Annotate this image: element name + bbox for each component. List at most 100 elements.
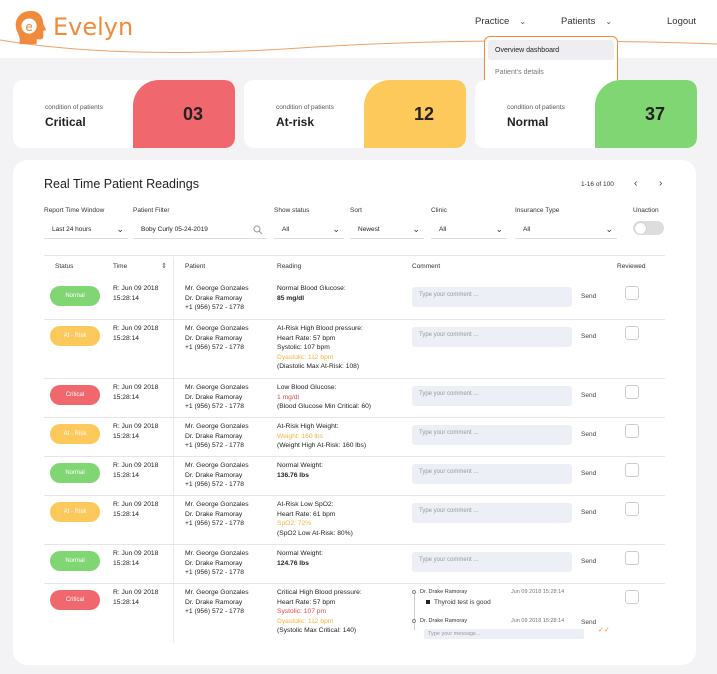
reading-details: At-Risk High Weight: Weight: 160 lbs (Weig… <box>277 422 366 451</box>
thread-time: Jun 09 2018 15:28:14 <box>511 618 565 624</box>
send-button[interactable]: Send <box>581 619 597 626</box>
patient-info: Mr. George Gonzales Dr. Drake Ramoray +1 (… <box>185 284 249 313</box>
patient-name[interactable]: Mr. George Gonzales <box>185 325 249 332</box>
send-button[interactable]: Send <box>581 558 597 565</box>
summary-card-critical[interactable]: condition of patients Critical 03 <box>13 80 235 148</box>
reading-line: SpO2: 72% <box>277 520 312 527</box>
comment-input[interactable]: Type your comment ... <box>412 425 572 445</box>
summary-card-normal[interactable]: condition of patients Normal 37 <box>475 80 697 148</box>
logout-link[interactable]: Logout <box>667 16 696 27</box>
table-top-border <box>44 255 665 256</box>
thread-reply-input[interactable]: Type your message... <box>424 629 584 639</box>
row-divider <box>44 495 665 496</box>
column-divider <box>173 257 174 643</box>
column-header-time[interactable]: Time ⇕ <box>113 263 167 270</box>
row-divider <box>44 319 665 320</box>
menu-item-patient-details[interactable]: Patient's details <box>495 68 544 76</box>
comment-input[interactable]: Type your comment ... <box>412 386 572 406</box>
card-count: 37 <box>644 103 666 124</box>
time-line: 15:28:14 <box>113 559 140 567</box>
reading-line: Normal Weight: <box>277 550 323 557</box>
reviewed-checkbox[interactable] <box>625 551 639 565</box>
insurance-type-select[interactable]: All ⌄ <box>515 221 617 239</box>
thread-author: Dr. Drake Ramoray <box>420 618 468 624</box>
patient-name[interactable]: Mr. George Gonzales <box>185 550 249 557</box>
clinic-select[interactable]: All ⌄ <box>431 221 507 239</box>
card-count: 03 <box>182 103 204 124</box>
send-button[interactable]: Send <box>581 431 597 438</box>
app-logo[interactable]: e Evelyn <box>12 8 133 46</box>
patient-name[interactable]: Mr. George Gonzales <box>185 384 249 391</box>
chevron-left-icon[interactable]: ‹ <box>634 178 638 189</box>
reading-line: At-Risk High Weight: <box>277 423 339 430</box>
column-header-time-label: Time <box>113 263 128 270</box>
sort-select[interactable]: Newest ⌄ <box>350 221 424 239</box>
reading-details: At-Risk High Blood pressure: Heart Rate: … <box>277 324 363 372</box>
card-title: At-risk <box>276 115 315 129</box>
status-badge: Normal <box>50 463 100 483</box>
column-header-comment: Comment <box>412 263 441 270</box>
show-status-select[interactable]: All ⌄ <box>274 221 344 239</box>
reading-time: R: Jun 09 2018 15:28:14 <box>113 422 158 441</box>
patient-filter-input[interactable]: Boby Curly 05-24-2019 <box>133 221 267 239</box>
nav-practice[interactable]: Practice ⌄ <box>475 16 526 27</box>
patient-phone: +1 (956) 572 - 1778 <box>185 520 244 527</box>
send-button[interactable]: Send <box>581 333 597 340</box>
patient-name[interactable]: Mr. George Gonzales <box>185 589 249 596</box>
comment-input[interactable]: Type your comment ... <box>412 287 572 307</box>
patient-name[interactable]: Mr. George Gonzales <box>185 501 249 508</box>
reading-line: 85 mg/dl <box>277 294 305 302</box>
reviewed-checkbox[interactable] <box>625 385 639 399</box>
comment-input[interactable]: Type your comment ... <box>412 552 572 572</box>
patient-phone: +1 (956) 572 - 1778 <box>185 403 244 410</box>
table-row: At - Risk R: Jun 09 2018 15:28:14 Mr. Georg… <box>13 418 696 457</box>
column-header-patient: Patient <box>185 263 206 270</box>
reviewed-checkbox[interactable] <box>625 463 639 477</box>
top-header: e Evelyn Practice ⌄ Patients ⌄ Logout <box>0 0 717 58</box>
summary-card-at-risk[interactable]: condition of patients At-risk 12 <box>244 80 466 148</box>
unaction-toggle[interactable] <box>633 221 664 235</box>
menu-item-overview-dashboard[interactable]: Overview dashboard <box>488 40 614 60</box>
reviewed-checkbox[interactable] <box>625 424 639 438</box>
chevron-right-icon[interactable]: › <box>659 178 663 189</box>
reading-line: (Systolic Max Critical: 140) <box>277 627 357 634</box>
card-color-blob <box>595 80 697 148</box>
reading-line: Weight: 160 lbs <box>277 432 323 440</box>
reading-line: (Diastolic Max At-Risk: 108) <box>277 363 360 370</box>
reviewed-checkbox[interactable] <box>625 326 639 340</box>
time-line: R: Jun 09 2018 <box>113 325 159 332</box>
reviewed-checkbox[interactable] <box>625 286 639 300</box>
patient-info: Mr. George Gonzales Dr. Drake Ramoray +1 (… <box>185 588 249 617</box>
comment-input[interactable]: Type your comment ... <box>412 503 572 523</box>
comment-input[interactable]: Type your comment ... <box>412 464 572 484</box>
chevron-down-icon: ⌄ <box>412 224 420 234</box>
patient-name[interactable]: Mr. George Gonzales <box>185 423 249 430</box>
bullet-icon <box>426 600 430 604</box>
reviewed-checkbox[interactable] <box>625 590 639 604</box>
send-button[interactable]: Send <box>581 470 597 477</box>
table-row: At - Risk R: Jun 09 2018 15:28:14 Mr. Georg… <box>13 496 696 545</box>
time-line: R: Jun 09 2018 <box>113 501 159 508</box>
card-color-blob <box>364 80 466 148</box>
nav-patients[interactable]: Patients ⌄ <box>561 16 612 27</box>
patient-name[interactable]: Mr. George Gonzales <box>185 285 249 292</box>
head-logo-icon: e <box>15 10 47 45</box>
thread-time: Jun 09 2018 15:28:14 <box>511 589 565 595</box>
column-header-status: Status <box>55 263 74 270</box>
time-line: 15:28:14 <box>113 393 140 401</box>
reading-details: Critical High Blood pressure: Heart Rate:… <box>277 588 362 636</box>
send-button[interactable]: Send <box>581 392 597 399</box>
reviewed-checkbox[interactable] <box>625 502 639 516</box>
patient-name[interactable]: Mr. George Gonzales <box>185 462 249 469</box>
chevron-down-icon: ⌄ <box>605 17 613 26</box>
send-button[interactable]: Send <box>581 293 597 300</box>
send-button[interactable]: Send <box>581 509 597 516</box>
time-line: R: Jun 09 2018 <box>113 589 159 596</box>
filter-label-report-window: Report Time Window <box>44 207 105 214</box>
show-status-value: All <box>282 226 290 233</box>
logout-label: Logout <box>667 16 697 27</box>
report-window-select[interactable]: Last 24 hours ⌄ <box>44 221 128 239</box>
status-badge: Critical <box>50 385 100 405</box>
comment-input[interactable]: Type your comment ... <box>412 327 572 347</box>
column-header-reviewed: Reviewed <box>617 263 646 270</box>
